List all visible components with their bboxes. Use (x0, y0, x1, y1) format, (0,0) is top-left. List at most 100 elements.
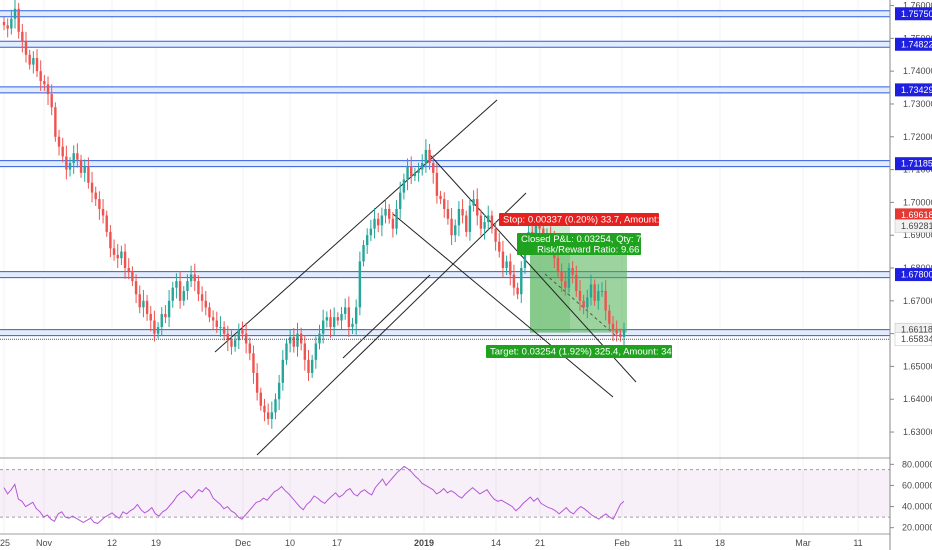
candle-body (123, 251, 127, 269)
trend-line[interactable] (256, 192, 527, 456)
candle-body (391, 218, 395, 229)
candle-body (476, 199, 479, 216)
level-price-label: 1.73429 (901, 85, 932, 95)
candle-body (358, 261, 362, 308)
rsi-tick-label: 80.0000 (902, 459, 932, 469)
level-band[interactable] (0, 86, 890, 93)
candle-body (402, 179, 406, 193)
candle-body (362, 245, 365, 262)
candle-body (79, 159, 83, 173)
candle-body (421, 163, 424, 170)
price-axis[interactable]: 1.760001.750001.740001.730001.720001.710… (890, 1, 932, 437)
risk-reward-label: Risk/Reward Ratio: 9.66 (537, 245, 639, 256)
candle-body (24, 41, 28, 55)
candle-body (556, 258, 560, 272)
price-tick-label: 1.76000 (903, 1, 932, 11)
time-tick-label: 21 (535, 538, 545, 548)
candle-body (505, 261, 508, 269)
time-tick-label: Feb (614, 538, 630, 548)
candle-body (516, 287, 519, 295)
candle-body (134, 281, 138, 295)
trend-line[interactable] (429, 154, 637, 383)
candle-body (288, 336, 292, 344)
trend-line[interactable] (214, 99, 498, 353)
level-band[interactable] (0, 10, 890, 17)
candle-body (424, 149, 428, 164)
candle-body (76, 153, 79, 160)
price-tick-label: 1.67000 (903, 296, 932, 306)
trend-line[interactable] (392, 213, 614, 398)
candle-body (432, 163, 435, 173)
trend-channel-lines[interactable] (214, 99, 637, 456)
closed-pl-label: Closed P&L: 0.03254, Qty: 74183 (521, 234, 663, 245)
candle-body (307, 359, 310, 373)
candle-body (329, 317, 332, 328)
trend-line[interactable] (342, 274, 431, 359)
candle-body (351, 323, 354, 328)
level-price-label-box[interactable] (895, 7, 932, 21)
candle-body (10, 18, 13, 29)
candle-body (211, 317, 215, 321)
candle-body (13, 8, 17, 19)
price-tick-label: 1.69000 (903, 230, 932, 240)
candle-body (373, 218, 376, 229)
candle-body (72, 153, 75, 164)
stop-label: Stop: 0.00337 (0.20%) 33.7, Amount: 750 (503, 215, 678, 226)
candle-body (237, 330, 240, 341)
candle-body (314, 343, 318, 360)
candle-body (461, 208, 464, 216)
level-band[interactable] (0, 41, 890, 48)
candle-body (354, 307, 358, 324)
candle-body (215, 320, 218, 328)
candle-body (175, 281, 178, 288)
time-tick-label: Dec (235, 538, 252, 548)
candle-body (116, 254, 119, 259)
level-band[interactable] (0, 160, 890, 167)
price-tick-label: 1.68000 (903, 263, 932, 273)
candle-body (160, 313, 163, 328)
candle-body (479, 215, 483, 229)
candle-body (277, 382, 281, 400)
candle-body (6, 25, 9, 29)
time-tick-label: 11 (853, 538, 862, 548)
profit-zone[interactable] (530, 241, 627, 333)
rsi-pane[interactable] (0, 457, 890, 535)
rsi-line (3, 465, 625, 524)
horizontal-levels[interactable] (0, 10, 890, 337)
candle-body (564, 281, 567, 288)
candle-body (131, 271, 134, 282)
level-price-label-box[interactable] (895, 37, 932, 51)
level-price-label-box[interactable] (895, 157, 932, 171)
candle-body (384, 208, 387, 216)
candle-body (578, 290, 582, 301)
candle-body (248, 343, 251, 354)
time-tick-label: 11 (673, 538, 682, 548)
time-axis[interactable]: 25 Nov 12 19 Dec 10 17 2019 14 21 Feb 11 18 Mar 11 (0, 538, 863, 548)
candle-body (450, 218, 453, 236)
candle-body (567, 268, 571, 288)
candle-body (490, 215, 494, 229)
level-band[interactable] (0, 271, 890, 278)
candle-body (454, 225, 457, 236)
candle-body (281, 359, 285, 383)
level-band[interactable] (0, 329, 890, 336)
candle-body (186, 281, 189, 291)
candle-body (413, 172, 417, 177)
candle-body (380, 215, 384, 226)
candle-body (520, 268, 523, 295)
rsi-axis[interactable]: 80.0000 60.0000 40.0000 20.0000 (890, 459, 932, 533)
level-price-label-box[interactable] (895, 83, 932, 97)
candle-body (259, 392, 263, 406)
candle-body (395, 208, 398, 229)
price-label-box (894, 332, 932, 346)
price-label: 1.65834 (901, 334, 932, 344)
level-price-label-box[interactable] (895, 268, 932, 282)
candle-body (266, 412, 270, 419)
candle-body (582, 300, 585, 308)
candle-body (270, 412, 274, 419)
candle-body (560, 271, 563, 282)
candle-body (468, 205, 472, 232)
candle-body (2, 21, 6, 26)
candle-body (109, 231, 112, 249)
